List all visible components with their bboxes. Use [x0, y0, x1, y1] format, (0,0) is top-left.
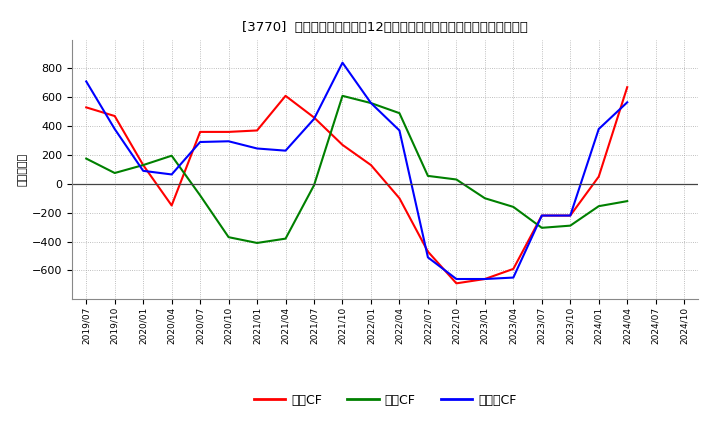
フリーCF [480, 276, 489, 282]
フリーCF [82, 79, 91, 84]
投資CF [537, 225, 546, 231]
営業CF [623, 84, 631, 90]
フリーCF [509, 275, 518, 280]
営業CF [196, 129, 204, 135]
フリーCF [225, 139, 233, 144]
営業CF [253, 128, 261, 133]
Line: フリーCF: フリーCF [86, 62, 627, 279]
投資CF [509, 204, 518, 209]
投資CF [395, 110, 404, 116]
営業CF [595, 174, 603, 179]
Title: [3770]  キャッシュフローの12か月移動合計の対前年同期増減額の推移: [3770] キャッシュフローの12か月移動合計の対前年同期増減額の推移 [242, 21, 528, 34]
投資CF [82, 156, 91, 161]
フリーCF [196, 139, 204, 145]
Legend: 営業CF, 投資CF, フリーCF: 営業CF, 投資CF, フリーCF [249, 389, 521, 411]
営業CF [395, 196, 404, 201]
営業CF [139, 162, 148, 168]
営業CF [225, 129, 233, 135]
投資CF [310, 183, 318, 188]
営業CF [452, 281, 461, 286]
投資CF [338, 93, 347, 99]
フリーCF [566, 213, 575, 218]
投資CF [253, 240, 261, 246]
投資CF [110, 170, 119, 176]
営業CF [509, 266, 518, 271]
投資CF [139, 162, 148, 168]
営業CF [423, 249, 432, 254]
フリーCF [595, 126, 603, 132]
投資CF [225, 235, 233, 240]
フリーCF [139, 168, 148, 173]
営業CF [366, 162, 375, 168]
営業CF [110, 114, 119, 119]
投資CF [167, 153, 176, 158]
フリーCF [537, 213, 546, 218]
フリーCF [423, 255, 432, 260]
投資CF [282, 236, 290, 241]
フリーCF [366, 100, 375, 106]
フリーCF [167, 172, 176, 177]
投資CF [196, 193, 204, 198]
投資CF [566, 223, 575, 228]
営業CF [566, 213, 575, 218]
投資CF [366, 100, 375, 106]
営業CF [167, 203, 176, 208]
営業CF [282, 93, 290, 99]
Line: 営業CF: 営業CF [86, 87, 627, 283]
フリーCF [310, 116, 318, 121]
投資CF [452, 177, 461, 182]
フリーCF [282, 148, 290, 153]
投資CF [595, 204, 603, 209]
Line: 投資CF: 投資CF [86, 96, 627, 243]
フリーCF [395, 128, 404, 133]
フリーCF [623, 100, 631, 105]
フリーCF [253, 146, 261, 151]
投資CF [423, 173, 432, 179]
Y-axis label: （百万円）: （百万円） [17, 153, 27, 186]
営業CF [338, 142, 347, 147]
営業CF [537, 213, 546, 218]
フリーCF [452, 276, 461, 282]
投資CF [480, 196, 489, 201]
営業CF [310, 115, 318, 120]
フリーCF [110, 126, 119, 132]
営業CF [480, 276, 489, 282]
フリーCF [338, 60, 347, 65]
営業CF [82, 105, 91, 110]
投資CF [623, 198, 631, 204]
